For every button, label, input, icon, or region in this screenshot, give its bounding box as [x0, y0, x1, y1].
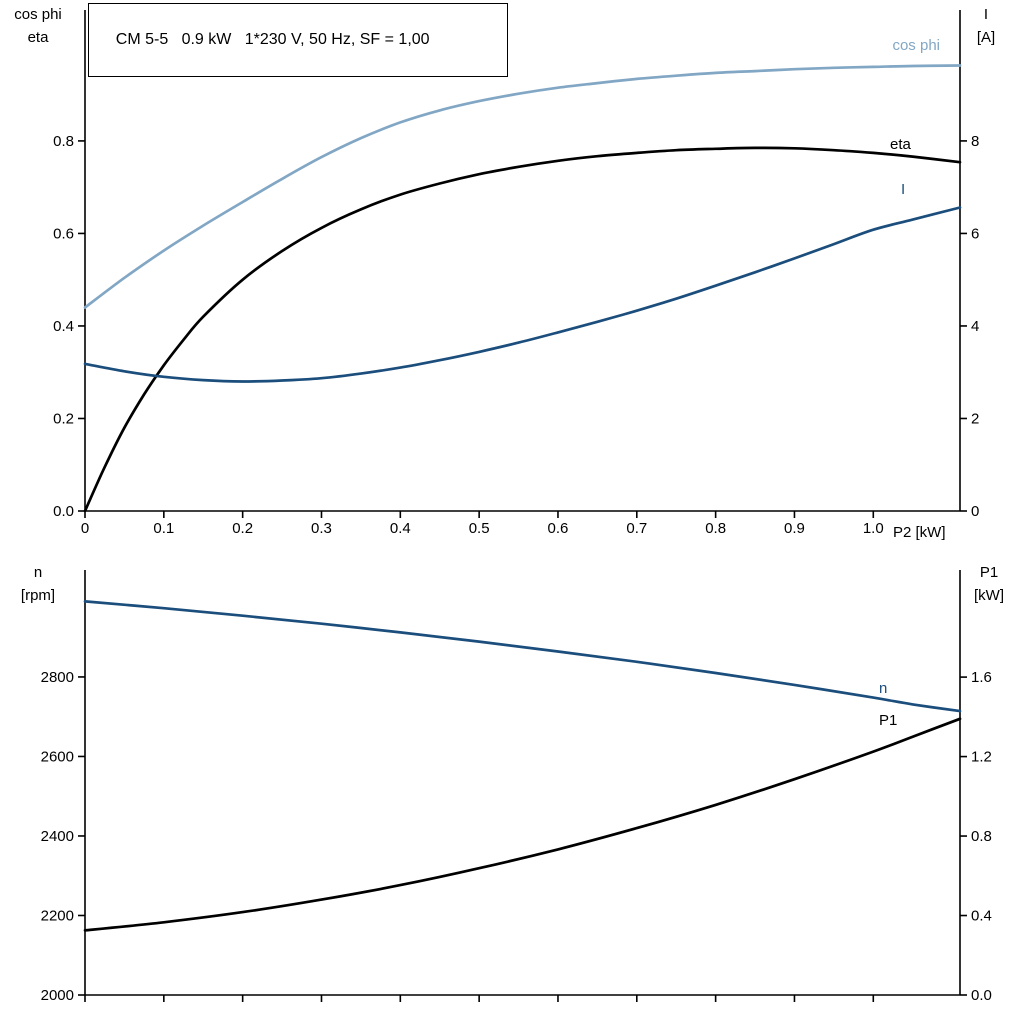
tick-label: 0.8	[53, 133, 74, 150]
tick-label: 0.4	[53, 318, 74, 335]
tick-label: 4	[971, 318, 979, 335]
tick-label: 0.2	[53, 410, 74, 427]
cos-phi-curve-label: cos phi	[892, 37, 940, 54]
eta-curve-label: eta	[890, 136, 911, 153]
tick-label: 0.6	[548, 520, 569, 537]
tick-label: 2400	[41, 828, 74, 845]
chart-title-box: CM 5-5 0.9 kW 1*230 V, 50 Hz, SF = 1,00	[88, 3, 508, 77]
tick-label: 2200	[41, 907, 74, 924]
curve-eta	[83, 146, 962, 513]
x-axis-title: P2 [kW]	[893, 524, 946, 541]
tick-label: 0.0	[53, 503, 74, 520]
bottom-chart-right-axis-title: P1 [kW]	[974, 564, 1004, 604]
top-chart-right-axis-title: I [A]	[976, 6, 996, 46]
curve-cos-phi	[83, 64, 962, 309]
input-power-curve-label: P1	[879, 712, 898, 729]
tick-label: 0.1	[153, 520, 174, 537]
tick-label: 2000	[41, 987, 74, 1004]
top-chart-left-axis-title: cos phi eta	[14, 6, 62, 46]
chart-motor-performance: 0.0 0.2 0.4 0.6 0.8 0 2 4 6 8 0 0.1 0.2 0.3 0.4 0.5 0.6 0…	[53, 10, 979, 537]
tick-label: 2	[971, 410, 979, 427]
bottom-chart-left-axis-title: n [rpm]	[20, 564, 56, 604]
tick-label: 1.6	[971, 669, 992, 686]
tick-label: 0	[81, 520, 89, 537]
tick-label: 1.2	[971, 749, 992, 766]
tick-label: 0.9	[784, 520, 805, 537]
tick-label: 0.0	[971, 987, 992, 1004]
tick-label: 1.0	[863, 520, 884, 537]
tick-label: 8	[971, 133, 979, 150]
curve-i	[83, 206, 962, 383]
tick-label: 0.8	[971, 828, 992, 845]
chart-speed-input-power: 2000 2200 2400 2600 2800 0.0 0.4 0.8 1.2 1.6	[41, 570, 992, 1004]
tick-label: 0.5	[469, 520, 490, 537]
tick-label: 0	[971, 503, 979, 520]
tick-label: 0.3	[311, 520, 332, 537]
tick-label: 0.8	[705, 520, 726, 537]
tick-label: 0.4	[390, 520, 411, 537]
chart-title: CM 5-5 0.9 kW 1*230 V, 50 Hz, SF = 1,00	[115, 31, 430, 48]
current-curve-label: I	[901, 181, 906, 198]
curve-n	[83, 600, 962, 713]
tick-label: 2600	[41, 748, 74, 765]
curve-p1	[83, 717, 962, 932]
tick-label: 2800	[41, 669, 74, 686]
tick-label: 0.7	[626, 520, 647, 537]
tick-label: 6	[971, 225, 979, 242]
tick-label: 0.2	[232, 520, 253, 537]
tick-label: 0.6	[53, 225, 74, 242]
speed-curve-label: n	[879, 680, 888, 697]
tick-label: 0.4	[971, 908, 992, 925]
